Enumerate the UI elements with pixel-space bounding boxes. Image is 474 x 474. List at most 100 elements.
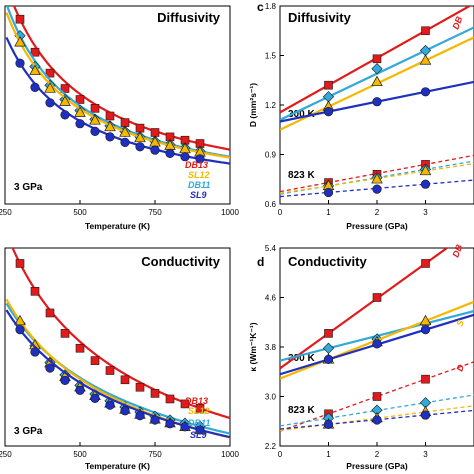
x-tick-label: 250 (0, 208, 12, 217)
chart-panel-a: 250 500 750 1000 Temperature (K) Diffusivity 3… (0, 5, 239, 231)
series-label: DB11 (188, 418, 210, 428)
point-db13 (120, 118, 130, 127)
x-axis-label: Pressure (GPa) (346, 221, 408, 231)
fit-line-sl12 (5, 12, 230, 159)
point-db13 (75, 343, 85, 353)
point-db13 (150, 128, 160, 137)
point-db13 (15, 259, 25, 268)
series-label: DB13 (185, 396, 208, 406)
point-db13 (150, 389, 160, 398)
annotation: 823 K (288, 405, 315, 416)
panel-label: c (257, 0, 264, 14)
x-tick-label: 500 (73, 208, 87, 217)
point-sl12 (14, 36, 26, 47)
point-sl9 (323, 419, 334, 429)
fit-line-sl12 (5, 298, 230, 439)
point-db13 (195, 403, 205, 413)
plot-area (5, 6, 230, 165)
chart-title: Diffusivity (157, 10, 221, 25)
point-db13 (180, 399, 190, 409)
point-sl9 (105, 132, 115, 142)
point-db13 (135, 123, 145, 133)
point-db13 (372, 293, 382, 302)
series-label: D (454, 363, 466, 373)
point-db13 (372, 54, 382, 64)
point-sl9 (30, 347, 40, 357)
point-sl12 (371, 75, 383, 87)
y-axis-label: D (mm²s⁻¹) (248, 83, 258, 127)
x-tick-label: 0 (278, 450, 283, 459)
fit-line-sl9 (280, 409, 474, 430)
chart-title: Conductivity (141, 254, 220, 269)
point-sl12 (29, 64, 41, 76)
point-sl9 (420, 179, 431, 189)
x-tick-label: 1000 (221, 450, 239, 459)
point-sl12 (104, 120, 116, 132)
point-db13 (90, 356, 100, 365)
plot-area (5, 248, 230, 439)
annotation: 3 GPa (14, 182, 43, 193)
point-sl9 (180, 422, 190, 432)
point-db11 (322, 342, 335, 354)
x-tick-label: 3 (423, 208, 428, 217)
x-axis-label: Temperature (K) (85, 221, 150, 231)
chart-panel-c: 0 1 2 3 0.6 0.9 1.2 1.5 1.8 Pressure (GPa) D (mm²s… (248, 0, 474, 231)
x-tick-label: 3 (423, 450, 428, 459)
point-sl9 (323, 187, 334, 198)
fit-line-sl9 (5, 36, 230, 165)
point-sl9 (120, 137, 130, 147)
y-tick-label: 5.4 (265, 244, 277, 253)
fit-line-db13 (11, 248, 230, 420)
series-label: DB11 (188, 180, 210, 190)
point-sl9 (30, 82, 40, 92)
fit-line-sl12 (280, 405, 474, 432)
x-tick-label: 250 (0, 450, 12, 459)
x-axis-label: Temperature (K) (85, 461, 150, 471)
point-sl9 (120, 406, 130, 416)
point-sl9 (45, 98, 55, 108)
x-tick-label: 750 (148, 208, 162, 217)
point-sl9 (420, 87, 431, 97)
point-sl9 (135, 411, 145, 421)
annotation: 300 K (288, 353, 315, 364)
fit-line-sl9 (5, 309, 230, 439)
point-db13 (60, 329, 70, 338)
point-sl12 (74, 106, 86, 117)
fit-line-db13 (280, 361, 474, 432)
point-sl9 (372, 339, 382, 349)
point-db13 (45, 68, 55, 78)
x-tick-label: 1 (326, 450, 331, 459)
y-tick-label: 3.8 (265, 343, 277, 352)
point-db13 (90, 104, 100, 113)
plot-frame (4, 5, 231, 205)
point-db13 (324, 329, 333, 338)
point-db13 (120, 375, 130, 385)
point-db13 (324, 80, 333, 90)
fit-line-db11 (5, 6, 230, 158)
point-sl9 (420, 410, 431, 420)
chart-title: Conductivity (288, 254, 367, 269)
series-label: SL12 (188, 170, 210, 180)
point-sl12 (134, 131, 146, 143)
point-db13 (105, 366, 115, 375)
point-sl9 (180, 152, 190, 162)
annotation: 823 K (288, 170, 315, 181)
point-db13 (421, 374, 430, 384)
point-sl9 (195, 425, 205, 435)
point-sl9 (150, 145, 160, 155)
y-tick-label: 1.8 (265, 2, 277, 11)
y-tick-label: 1.2 (265, 101, 277, 110)
x-tick-label: 750 (148, 450, 162, 459)
series-label: SL12 (188, 406, 210, 416)
x-tick-label: 1 (326, 208, 331, 217)
point-db13 (15, 14, 25, 24)
point-sl9 (372, 415, 382, 425)
annotation: 300 K (288, 109, 315, 120)
chart-panel-d: 0 1 2 3 2.2 3.0 3.8 4.6 5.4 Pressure (GPa) κ (Wm⁻¹… (248, 243, 474, 471)
point-sl9 (420, 325, 431, 335)
point-sl9 (60, 375, 70, 386)
plot-frame (4, 247, 231, 447)
point-db11 (371, 63, 383, 75)
point-db13 (421, 26, 430, 36)
